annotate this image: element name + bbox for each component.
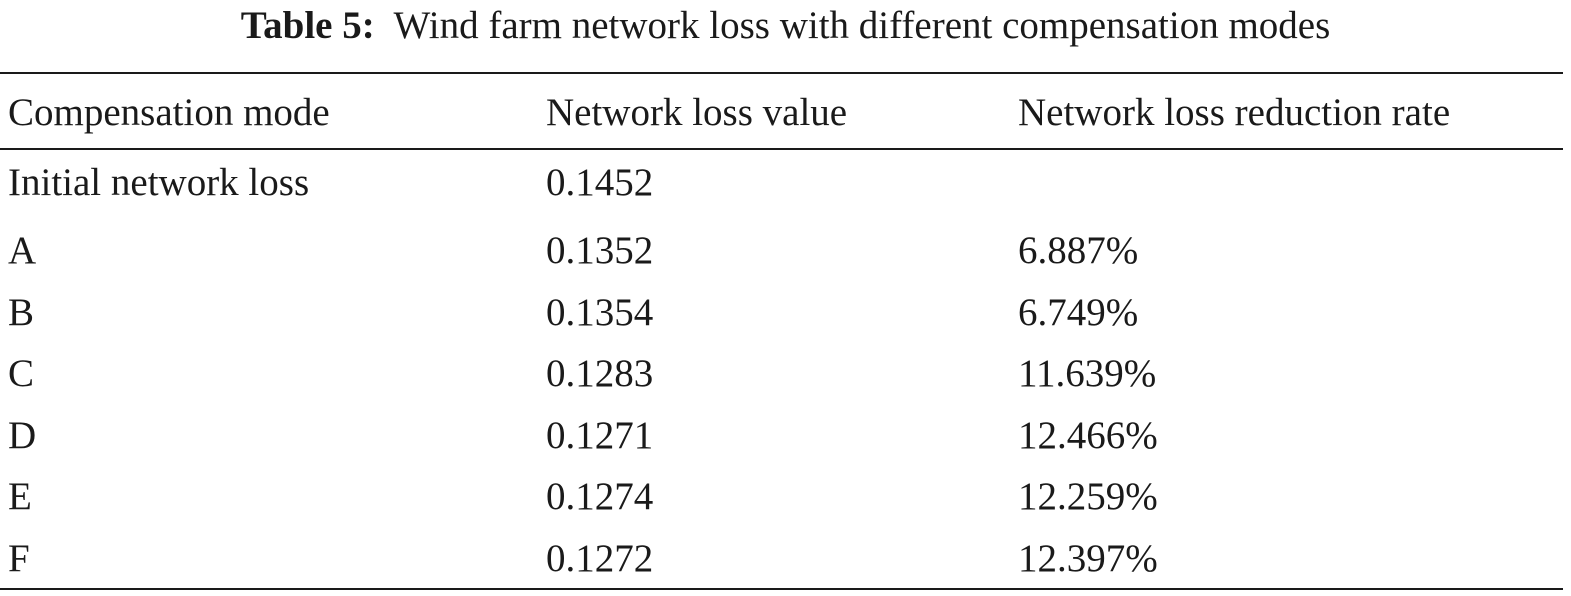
cell-network-loss-value: 0.1272 — [546, 536, 654, 580]
cell-network-loss-reduction-rate: 12.466% — [1018, 413, 1158, 457]
table-caption-text: Wind farm network loss with different co… — [393, 4, 1331, 47]
cell-network-loss-reduction-rate: 12.397% — [1018, 536, 1158, 580]
cell-compensation-mode: A — [8, 229, 37, 272]
column-header-compensation-mode: Compensation mode — [8, 91, 330, 134]
cell-network-loss-value: 0.1352 — [546, 229, 654, 272]
cell-network-loss-value: 0.1271 — [546, 413, 654, 457]
column-header-network-loss-value: Network loss value — [546, 91, 848, 134]
table-row: E 0.1274 12.259% — [0, 466, 1563, 528]
table-row: A 0.1352 6.887% — [0, 220, 1563, 282]
cell-network-loss-reduction-rate: 12.259% — [1018, 475, 1158, 518]
cell-network-loss-value: 0.1283 — [546, 352, 654, 395]
cell-compensation-mode: C — [8, 352, 35, 395]
table-bottom-rule — [0, 588, 1563, 590]
cell-network-loss-reduction-rate — [1010, 146, 1563, 220]
cell-network-loss-value: 0.1274 — [546, 475, 654, 518]
cell-network-loss-reduction-rate: 11.639% — [1018, 352, 1157, 395]
table-top-rule — [0, 72, 1563, 74]
table-row: D 0.1271 12.466% — [0, 405, 1563, 467]
cell-compensation-mode: B — [8, 290, 35, 334]
cell-compensation-mode: E — [8, 475, 32, 518]
cell-network-loss-value: 0.1452 — [546, 161, 654, 204]
cell-network-loss-reduction-rate: 6.887% — [1018, 229, 1139, 272]
cell-compensation-mode: D — [8, 413, 37, 457]
table-row: F 0.1272 12.397% — [0, 528, 1563, 590]
table-row: B 0.1354 6.749% — [0, 282, 1563, 344]
cell-compensation-mode: Initial network loss — [8, 161, 310, 204]
table-header-rule — [0, 148, 1563, 150]
table-caption-label: Table 5: — [240, 4, 375, 47]
table-row: C 0.1283 11.639% — [0, 343, 1563, 405]
cell-network-loss-value: 0.1354 — [546, 290, 654, 334]
table-header-row: Compensation mode Network loss value Net… — [0, 80, 1563, 146]
table-row: Initial network loss 0.1452 — [0, 146, 1563, 220]
cell-network-loss-reduction-rate: 6.749% — [1018, 290, 1139, 334]
column-header-network-loss-reduction-rate: Network loss reduction rate — [1018, 91, 1451, 134]
cell-compensation-mode: F — [8, 536, 30, 580]
table-caption: Table 5: Wind farm network loss with dif… — [0, 0, 1571, 52]
data-table: Compensation mode Network loss value Net… — [0, 80, 1563, 589]
